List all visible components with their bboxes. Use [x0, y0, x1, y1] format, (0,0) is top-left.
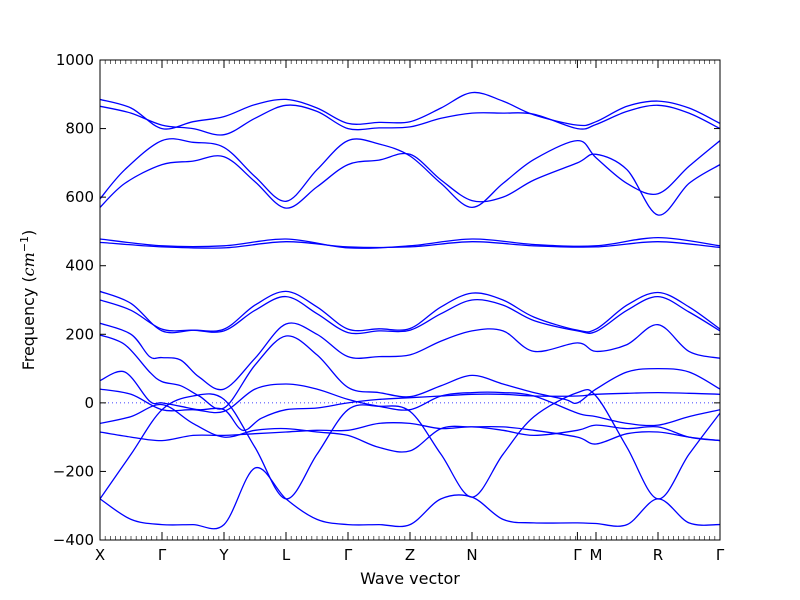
x-tick-label: Y	[218, 546, 229, 564]
y-axis-unit-exponent: −1	[18, 236, 31, 252]
plot-area	[100, 91, 720, 530]
phonon-branch-15	[100, 388, 720, 500]
phonon-branch-12	[100, 383, 720, 427]
phonon-branch-16	[100, 467, 720, 530]
phonon-branch-2	[100, 104, 720, 136]
phonon-branch-14	[100, 422, 720, 442]
y-tick-label: 0	[84, 394, 94, 412]
y-axis-label: Frequency (cm−1)	[18, 230, 38, 371]
x-tick-label: Γ	[158, 546, 167, 564]
y-axis-label-text: Frequency	[19, 288, 38, 371]
phonon-branch-10	[100, 334, 720, 410]
x-tick-label: M	[590, 546, 603, 564]
y-tick-label: 1000	[56, 51, 94, 69]
phonon-branch-9	[100, 322, 720, 391]
x-tick-label: Γ	[573, 546, 582, 564]
x-tick-label: Γ	[716, 546, 725, 564]
y-tick-label: 200	[65, 325, 94, 343]
y-tick-label: −200	[53, 462, 94, 480]
phonon-branch-13	[100, 403, 720, 453]
y-tick-label: 800	[65, 120, 94, 138]
x-tick-label: Γ	[344, 546, 353, 564]
phonon-branch-5	[100, 236, 720, 249]
x-tick-label: N	[466, 546, 477, 564]
branch-group	[100, 91, 720, 530]
x-tick-label: R	[653, 546, 663, 564]
phonon-branch-3	[100, 138, 720, 209]
phonon-branch-4	[100, 152, 720, 216]
x-axis-label: Wave vector	[360, 569, 460, 588]
x-tick-label: L	[282, 546, 291, 564]
phonon-branch-8	[100, 295, 720, 335]
y-axis-unit: cm	[19, 252, 38, 276]
y-tick-label: 600	[65, 188, 94, 206]
x-tick-label: Z	[405, 546, 415, 564]
phonon-branch-11	[100, 370, 720, 431]
y-tick-label: 400	[65, 257, 94, 275]
phonon-branch-1	[100, 91, 720, 130]
y-tick-label: −400	[53, 531, 94, 549]
phonon-branch-6	[100, 241, 720, 249]
x-tick-label: X	[95, 546, 105, 564]
